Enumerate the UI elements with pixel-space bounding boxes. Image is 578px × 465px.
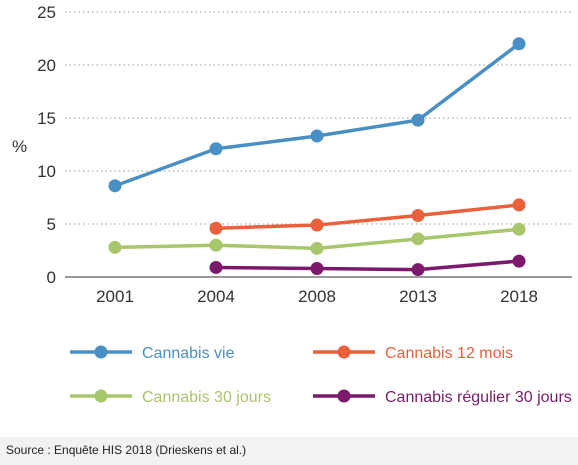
x-tick-label: 2018 [500,287,538,306]
y-tick-label: 10 [37,162,56,181]
y-tick-label: 25 [37,3,56,22]
legend-label: Cannabis régulier 30 jours [385,389,572,406]
data-point [513,255,526,268]
data-point [311,262,324,275]
series-line [216,261,519,269]
data-point [513,198,526,211]
y-axis-label: % [12,137,27,156]
data-point [109,179,122,192]
legend-swatch-marker [95,346,108,359]
data-point [412,232,425,245]
source-bar: Source : Enquête HIS 2018 (Drieskens et … [0,437,578,465]
legend-label: Cannabis vie [142,345,235,362]
legend-swatch-marker [338,390,351,403]
data-point [311,219,324,232]
legend-swatch-marker [338,346,351,359]
series-line [216,205,519,228]
x-tick-label: 2013 [399,287,437,306]
data-point [210,239,223,252]
x-tick-label: 2004 [197,287,235,306]
data-point [210,261,223,274]
source-note: Source : Enquête HIS 2018 (Drieskens et … [6,443,246,457]
y-tick-label: 15 [37,109,56,128]
data-point [210,142,223,155]
data-point [412,209,425,222]
legend-label: Cannabis 12 mois [385,345,513,362]
data-point [311,242,324,255]
legend-label: Cannabis 30 jours [142,389,271,406]
y-tick-label: 5 [47,215,56,234]
data-point [412,114,425,127]
data-point [513,223,526,236]
data-point [210,222,223,235]
line-chart: 0 5 10 15 20 25% 2001 2004 2008 2013 2018 Cannabis … [0,0,578,437]
legend-swatch-marker [95,390,108,403]
data-point [513,37,526,50]
y-tick-label: 20 [37,56,56,75]
data-point [311,130,324,143]
x-tick-label: 2001 [96,287,134,306]
y-tick-label: 0 [47,268,56,287]
x-tick-label: 2008 [298,287,336,306]
data-point [109,241,122,254]
data-point [412,263,425,276]
